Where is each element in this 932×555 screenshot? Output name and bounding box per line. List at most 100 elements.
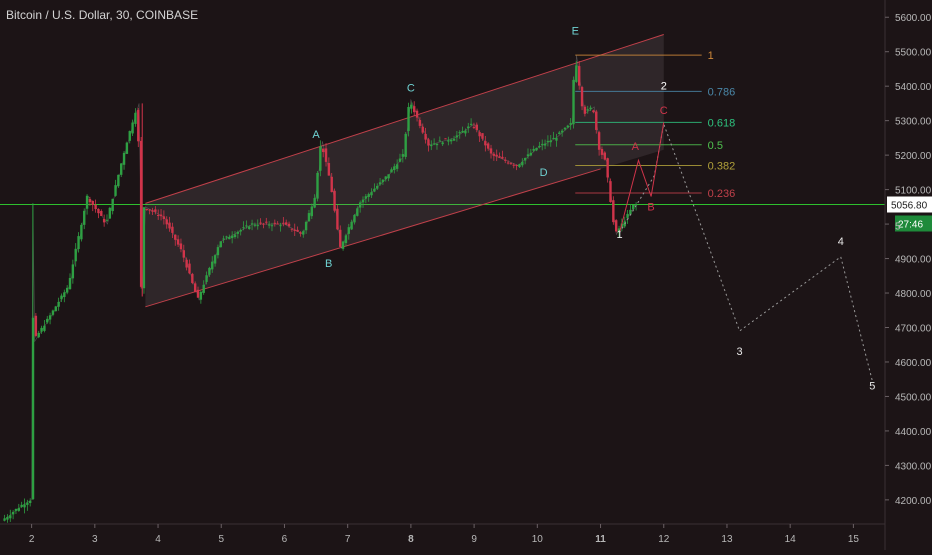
candle-body[interactable]	[182, 250, 185, 258]
candle-body[interactable]	[37, 332, 40, 338]
candle-body[interactable]	[134, 112, 137, 124]
candle-body[interactable]	[376, 185, 379, 189]
candle-body[interactable]	[321, 148, 325, 153]
candle-body[interactable]	[330, 176, 333, 193]
candle-body[interactable]	[253, 224, 257, 226]
candle-body[interactable]	[390, 169, 393, 173]
candle-body[interactable]	[597, 132, 601, 150]
candle-body[interactable]	[122, 152, 126, 165]
candle-body[interactable]	[219, 241, 222, 248]
candle-body[interactable]	[336, 208, 339, 230]
candle-body[interactable]	[290, 228, 294, 230]
candle-body[interactable]	[102, 218, 106, 223]
candle-body[interactable]	[378, 182, 382, 185]
candle-body[interactable]	[179, 243, 183, 250]
candle-body[interactable]	[555, 137, 558, 141]
candle-body[interactable]	[424, 133, 427, 140]
candle-body[interactable]	[248, 226, 251, 229]
candle-body[interactable]	[199, 291, 203, 300]
candle-body[interactable]	[546, 140, 550, 142]
candle-body[interactable]	[287, 223, 291, 227]
candle-body[interactable]	[262, 223, 265, 225]
candle-body[interactable]	[518, 164, 521, 168]
candle-body[interactable]	[154, 209, 157, 212]
candle-body[interactable]	[46, 318, 49, 323]
candle-body[interactable]	[151, 210, 154, 212]
candle-body[interactable]	[475, 124, 478, 130]
candle-body[interactable]	[77, 236, 80, 249]
candle-body[interactable]	[512, 164, 515, 166]
candle-body[interactable]	[393, 166, 396, 171]
candle-body[interactable]	[418, 120, 422, 126]
candle-body[interactable]	[191, 273, 194, 283]
candle-body[interactable]	[381, 179, 385, 183]
candle-body[interactable]	[162, 216, 166, 220]
candle-body[interactable]	[583, 106, 587, 114]
candle-body[interactable]	[538, 145, 541, 148]
candle-body[interactable]	[384, 176, 387, 180]
candle-body[interactable]	[432, 143, 436, 145]
candle-body[interactable]	[185, 259, 188, 268]
candle-body[interactable]	[549, 140, 552, 143]
candle-body[interactable]	[176, 239, 180, 245]
candle-body[interactable]	[43, 325, 46, 331]
candle-body[interactable]	[145, 208, 149, 210]
candle-body[interactable]	[589, 107, 592, 110]
candle-body[interactable]	[28, 500, 32, 504]
candle-body[interactable]	[276, 223, 279, 225]
candle-body[interactable]	[435, 143, 439, 146]
candle-body[interactable]	[523, 157, 527, 161]
candle-body[interactable]	[361, 199, 365, 203]
candle-body[interactable]	[159, 214, 163, 217]
candle-body[interactable]	[156, 215, 160, 217]
candle-body[interactable]	[270, 225, 274, 227]
candle-body[interactable]	[80, 224, 83, 240]
candle-body[interactable]	[6, 516, 9, 520]
candle-body[interactable]	[142, 207, 146, 289]
candle-body[interactable]	[51, 310, 55, 315]
candle-body[interactable]	[350, 221, 353, 230]
candle-body[interactable]	[449, 139, 453, 142]
candle-body[interactable]	[541, 143, 544, 145]
candle-body[interactable]	[526, 154, 530, 157]
candle-body[interactable]	[492, 153, 496, 156]
candle-body[interactable]	[339, 229, 342, 247]
candle-body[interactable]	[100, 210, 103, 216]
candle-body[interactable]	[464, 130, 467, 134]
candle-body[interactable]	[26, 502, 29, 505]
candle-body[interactable]	[498, 156, 501, 158]
candle-body[interactable]	[319, 146, 322, 171]
candle-body[interactable]	[233, 234, 237, 238]
candle-body[interactable]	[455, 135, 459, 138]
candle-body[interactable]	[367, 194, 370, 197]
candle-body[interactable]	[236, 231, 240, 234]
candle-body[interactable]	[310, 206, 314, 217]
candle-body[interactable]	[40, 327, 43, 332]
candle-body[interactable]	[415, 110, 419, 118]
candle-body[interactable]	[307, 213, 311, 222]
candle-body[interactable]	[88, 199, 92, 203]
candle-body[interactable]	[299, 232, 302, 234]
candle-body[interactable]	[128, 131, 131, 141]
candle-body[interactable]	[441, 142, 444, 145]
candle-body[interactable]	[222, 238, 225, 240]
candle-body[interactable]	[74, 248, 77, 262]
candle-body[interactable]	[467, 126, 470, 129]
candle-body[interactable]	[575, 65, 578, 82]
candle-body[interactable]	[629, 209, 632, 215]
candle-body[interactable]	[65, 287, 69, 293]
candle-body[interactable]	[23, 504, 26, 508]
wave-projection-path[interactable]	[619, 122, 873, 382]
candle-body[interactable]	[245, 225, 248, 227]
candle-body[interactable]	[632, 204, 635, 210]
candle-body[interactable]	[296, 229, 299, 232]
candle-body[interactable]	[282, 222, 285, 224]
candle-body[interactable]	[293, 229, 296, 231]
candle-body[interactable]	[521, 161, 524, 166]
correction-path[interactable]	[619, 122, 665, 233]
candle-body[interactable]	[486, 143, 490, 149]
candle-body[interactable]	[131, 122, 134, 134]
candle-body[interactable]	[148, 209, 151, 211]
candle-body[interactable]	[225, 236, 228, 238]
candle-body[interactable]	[427, 139, 430, 146]
